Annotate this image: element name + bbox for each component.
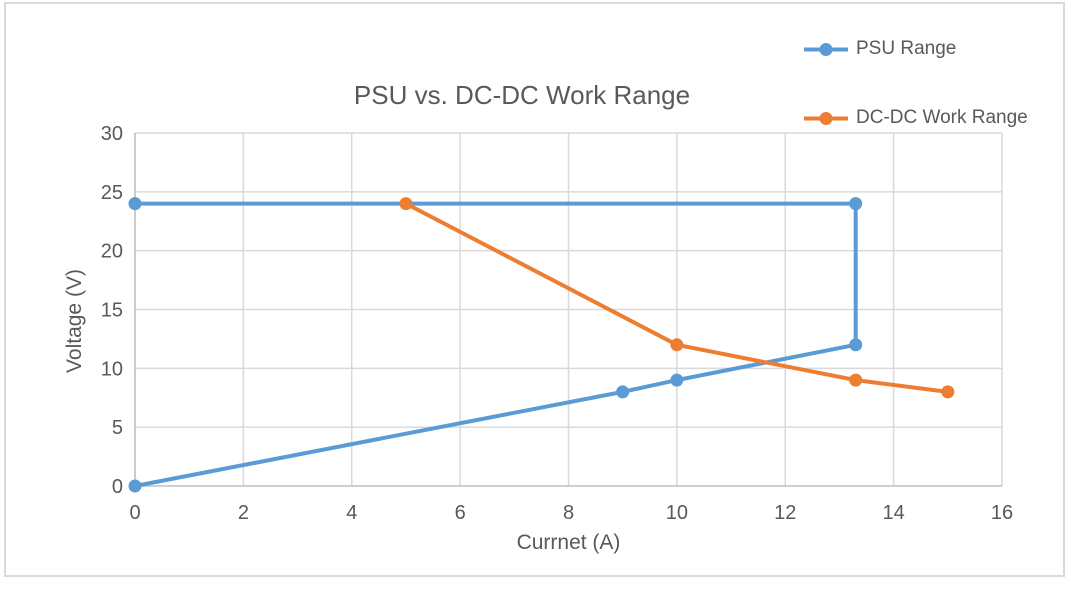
data-point-dc-dc-work-range-3[interactable] <box>941 385 955 399</box>
x-axis-title: Currnet (A) <box>516 531 621 554</box>
data-point-psu-range-2[interactable] <box>670 373 684 387</box>
data-point-dc-dc-work-range-2[interactable] <box>849 373 863 387</box>
y-tick-label-0: 0 <box>112 476 123 498</box>
y-tick-label-15: 15 <box>101 300 123 322</box>
data-point-dc-dc-work-range-0[interactable] <box>399 197 413 211</box>
x-tick-label-12: 12 <box>774 502 796 524</box>
y-tick-label-10: 10 <box>101 358 123 380</box>
x-tick-label-16: 16 <box>991 502 1013 524</box>
data-point-psu-range-5[interactable] <box>128 197 142 211</box>
legend-entry-dcdc-work-range[interactable]: DC-DC Work Range <box>803 107 1028 129</box>
data-point-dc-dc-work-range-1[interactable] <box>670 338 684 352</box>
chart-title: PSU vs. DC-DC Work Range <box>353 80 691 110</box>
legend-line-marker-icon <box>804 42 848 56</box>
chart-frame <box>4 2 1065 577</box>
data-point-psu-range-3[interactable] <box>849 338 863 352</box>
x-tick-label-2: 2 <box>238 502 249 524</box>
x-tick-label-14: 14 <box>883 502 905 524</box>
x-tick-label-10: 10 <box>666 502 688 524</box>
series-line-dc-dc-work-range[interactable] <box>403 201 950 394</box>
x-tick-label-6: 6 <box>455 502 466 524</box>
y-tick-label-20: 20 <box>101 241 123 263</box>
y-tick-label-5: 5 <box>112 417 123 439</box>
y-axis-title: Voltage (V) <box>63 269 86 373</box>
legend-label-dcdc-work-range: DC-DC Work Range <box>856 107 1028 128</box>
legend-label-psu-range: PSU Range <box>856 38 957 59</box>
legend-entry-psu-range[interactable]: PSU Range <box>803 38 956 60</box>
y-tick-label-30: 30 <box>101 123 123 145</box>
data-point-psu-range-1[interactable] <box>616 385 630 399</box>
data-point-psu-range-0[interactable] <box>128 479 142 493</box>
x-tick-label-0: 0 <box>129 502 140 524</box>
y-tick-label-25: 25 <box>101 182 123 204</box>
legend-line-marker-icon <box>804 111 848 125</box>
x-tick-label-8: 8 <box>563 502 574 524</box>
data-point-psu-range-4[interactable] <box>849 197 863 211</box>
x-tick-label-4: 4 <box>346 502 357 524</box>
